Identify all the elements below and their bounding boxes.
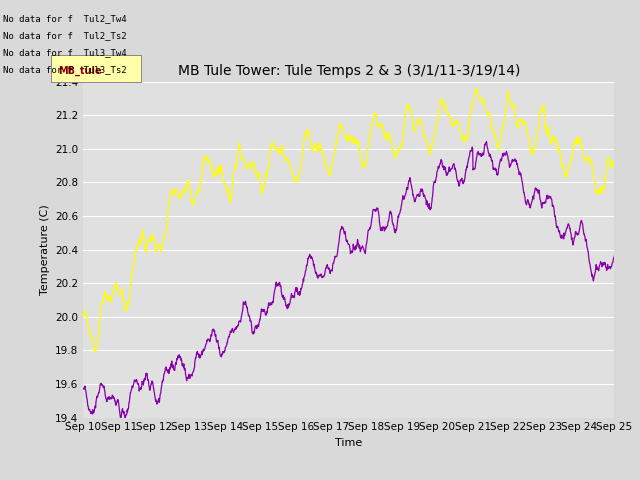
Tul3_Ts-8: [117, 415, 125, 420]
X-axis label: Time: Time: [335, 438, 362, 448]
Y-axis label: Temperature (C): Temperature (C): [40, 204, 49, 295]
Tul2_Ts-8: [316, 141, 324, 147]
Line: Tul2_Ts-8: Tul2_Ts-8: [83, 89, 614, 352]
Tul2_Ts-8: [121, 308, 129, 313]
Tul3_Ts-8: [382, 226, 390, 231]
Tul3_Ts-8: [143, 370, 150, 376]
Tul2_Ts-8: [79, 314, 87, 320]
Text: No data for f  Tul3_Tw4: No data for f Tul3_Tw4: [3, 48, 127, 57]
Tul3_Ts-8: [611, 253, 618, 259]
Tul3_Ts-8: [483, 139, 490, 144]
Text: No data for f  Tul3_Ts2: No data for f Tul3_Ts2: [3, 65, 127, 74]
Tul2_Ts-8: [305, 130, 313, 135]
Tul2_Ts-8: [326, 172, 333, 178]
Tul2_Ts-8: [473, 86, 481, 92]
Line: Tul3_Ts-8: Tul3_Ts-8: [83, 142, 614, 418]
Text: MB_tule: MB_tule: [58, 66, 102, 76]
Tul3_Ts-8: [316, 273, 324, 279]
Tul3_Ts-8: [326, 267, 333, 273]
Tul3_Ts-8: [79, 386, 87, 392]
Tul3_Ts-8: [121, 413, 129, 419]
Text: No data for f  Tul2_Ts2: No data for f Tul2_Ts2: [3, 31, 127, 40]
Tul2_Ts-8: [92, 349, 99, 355]
Tul2_Ts-8: [143, 248, 150, 254]
Tul2_Ts-8: [611, 161, 618, 167]
Tul3_Ts-8: [305, 254, 313, 260]
Title: MB Tule Tower: Tule Temps 2 & 3 (3/1/11-3/19/14): MB Tule Tower: Tule Temps 2 & 3 (3/1/11-…: [178, 64, 520, 78]
Text: No data for f  Tul2_Tw4: No data for f Tul2_Tw4: [3, 14, 127, 24]
Tul2_Ts-8: [382, 133, 390, 139]
